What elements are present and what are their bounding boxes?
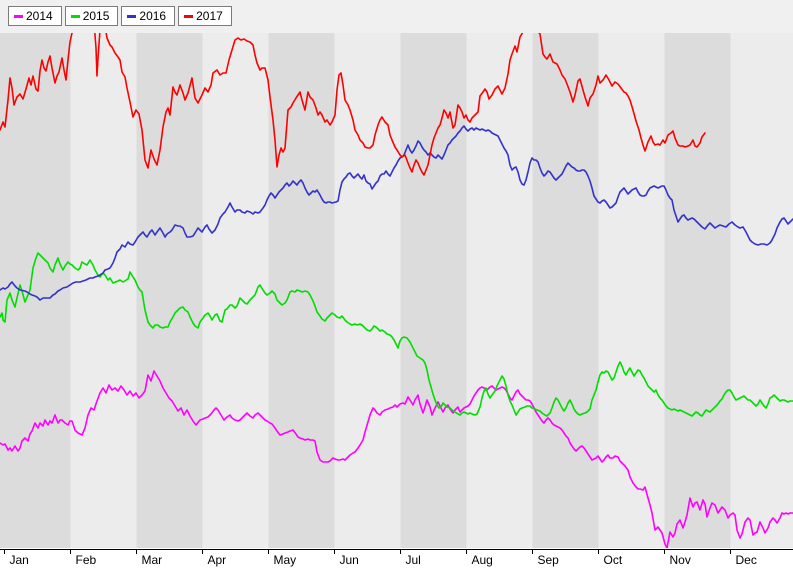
month-band-nov [664,33,731,548]
legend: 2014 2015 2016 2017 [8,6,232,26]
x-axis-label-jul: Jul [406,553,421,567]
legend-item-2014[interactable]: 2014 [8,6,62,26]
legend-swatch-2017 [184,14,194,18]
month-band-mar [136,33,203,548]
legend-label: 2015 [82,9,110,23]
legend-swatch-2016 [127,14,137,18]
x-axis-label-aug: Aug [472,553,493,567]
line-2016 [0,125,793,301]
line-2014 [0,370,793,548]
month-band-feb [70,33,137,548]
x-axis-label-oct: Oct [604,553,623,567]
month-band-aug [466,33,533,548]
month-band-jun [334,33,401,548]
legend-item-2017[interactable]: 2017 [178,6,232,26]
month-band-sep [532,33,599,548]
legend-swatch-2015 [70,14,80,18]
legend-label: 2016 [139,9,167,23]
x-axis-label-sep: Sep [538,553,560,567]
month-band-apr [202,33,269,548]
month-band-dec [730,33,793,548]
line-2015 [0,252,793,417]
month-band-may [268,33,335,548]
plot-area [0,33,793,548]
month-band-oct [598,33,665,548]
line-2017 [0,33,706,176]
legend-label: 2014 [26,9,53,23]
x-axis-label-may: May [274,553,297,567]
x-axis-label-jun: Jun [340,553,359,567]
legend-item-2015[interactable]: 2015 [64,6,119,26]
x-axis-label-nov: Nov [670,553,691,567]
x-axis-label-jan: Jan [10,553,29,567]
x-axis-label-mar: Mar [142,553,163,567]
legend-swatch-2014 [14,14,23,18]
x-axis-label-dec: Dec [736,553,757,567]
x-axis-label-feb: Feb [76,553,97,567]
x-axis-label-apr: Apr [208,553,227,567]
legend-item-2016[interactable]: 2016 [121,6,176,26]
legend-label: 2017 [196,9,223,23]
